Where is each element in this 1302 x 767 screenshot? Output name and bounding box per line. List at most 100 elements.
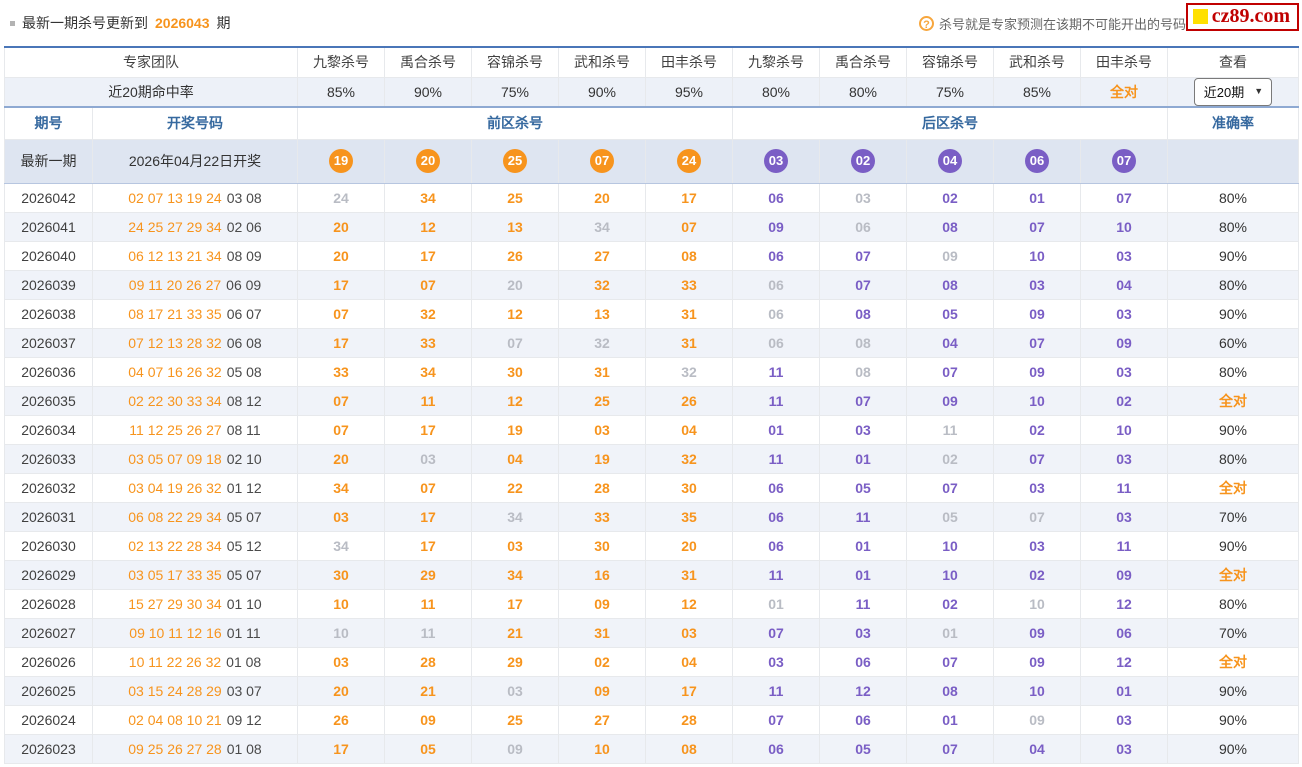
back-kill-number: 02 <box>993 414 1081 445</box>
front-kill-number: 17 <box>297 269 385 300</box>
hit-rate-row: 近20期命中率 85% 90% 75% 90% 95% 80% 80% 75% 85% 全对 近2… <box>4 76 1299 108</box>
back-kill-number: 01 <box>906 617 994 648</box>
draw-front-numbers: 06 12 13 21 34 <box>128 247 222 264</box>
draw-front-numbers: 09 25 26 27 28 <box>128 740 222 757</box>
back-kill-number: 03 <box>1080 704 1168 735</box>
back-kill-number: 09 <box>1080 327 1168 358</box>
period-number: 2026038 <box>4 298 93 329</box>
topbar: 最新一期杀号更新到 2026043 期 ? 杀号就是专家预测在该期不可能开出的号码 … <box>0 0 1302 46</box>
hit-rate-value: 全对 <box>1080 76 1168 108</box>
accuracy-value: 全对 <box>1167 646 1299 677</box>
back-kill-number: 08 <box>819 298 907 329</box>
front-kill-number: 10 <box>297 617 385 648</box>
back-kill-number: 10 <box>993 675 1081 706</box>
site-logo[interactable]: cz89.com <box>1185 3 1299 31</box>
accuracy-value: 70% <box>1167 501 1299 532</box>
draw-back-numbers: 06 08 <box>226 334 262 351</box>
back-kill-number: 03 <box>1080 733 1168 764</box>
front-kill-number: 29 <box>471 646 559 677</box>
period-number: 2026033 <box>4 443 93 474</box>
front-kill-number: 17 <box>384 240 472 271</box>
draw-back-numbers: 05 07 <box>226 566 262 583</box>
latest-back-cell: 02 <box>819 138 907 184</box>
front-kill-number: 11 <box>384 588 472 619</box>
front-kill-number: 17 <box>645 675 733 706</box>
latest-label: 最新一期 <box>4 138 93 184</box>
front-kill-number: 03 <box>297 646 385 677</box>
back-kill-number: 06 <box>732 327 820 358</box>
range-select[interactable]: 近20期 ▼ <box>1193 78 1273 106</box>
back-kill-number: 08 <box>906 269 994 300</box>
draw-numbers: 09 10 11 12 16 01 11 <box>92 617 298 648</box>
back-kill-number: 11 <box>732 559 820 590</box>
latest-back-cell: 06 <box>993 138 1081 184</box>
table-row: 2026034 11 12 25 26 27 08 11 07 17 19 03 04 01 03… <box>4 414 1299 445</box>
draw-front-numbers: 03 05 17 33 35 <box>128 566 222 583</box>
accuracy-value: 80% <box>1167 588 1299 619</box>
accuracy-value: 80% <box>1167 269 1299 300</box>
back-kill-number: 08 <box>819 356 907 387</box>
back-kill-number: 06 <box>732 269 820 300</box>
front-kill-number: 32 <box>558 327 646 358</box>
expert-name-header: 九黎杀号 <box>732 46 820 78</box>
back-kill-number: 09 <box>1080 559 1168 590</box>
accuracy-column-header: 准确率 <box>1167 106 1299 140</box>
front-kill-number: 10 <box>558 733 646 764</box>
logo-square-icon <box>1192 9 1208 24</box>
front-kill-number: 17 <box>297 327 385 358</box>
front-kill-number: 31 <box>558 356 646 387</box>
period-number: 2026023 <box>4 733 93 764</box>
draw-numbers: 08 17 21 33 35 06 07 <box>92 298 298 329</box>
draw-column-header: 开奖号码 <box>92 106 298 140</box>
accuracy-value: 90% <box>1167 240 1299 271</box>
front-ball: 25 <box>503 149 527 173</box>
front-kill-number: 34 <box>471 501 559 532</box>
draw-numbers: 10 11 22 26 32 01 08 <box>92 646 298 677</box>
back-kill-number: 02 <box>906 588 994 619</box>
draw-numbers: 02 22 30 33 34 08 12 <box>92 385 298 416</box>
table-row: 2026039 09 11 20 26 27 06 09 17 07 20 32 33 06 07… <box>4 269 1299 300</box>
front-kill-number: 16 <box>558 559 646 590</box>
hit-rate-value: 80% <box>819 76 907 108</box>
front-kill-number: 21 <box>384 675 472 706</box>
back-kill-number: 04 <box>1080 269 1168 300</box>
back-kill-number: 01 <box>732 414 820 445</box>
front-kill-number: 13 <box>471 211 559 242</box>
accuracy-value: 全对 <box>1167 559 1299 590</box>
front-kill-number: 27 <box>558 704 646 735</box>
period-number: 2026036 <box>4 356 93 387</box>
table-row: 2026035 02 22 30 33 34 08 12 07 11 12 25 26 11 07… <box>4 385 1299 416</box>
back-kill-number: 09 <box>993 646 1081 677</box>
draw-back-numbers: 08 12 <box>226 392 262 409</box>
front-kill-number: 07 <box>471 327 559 358</box>
back-ball: 04 <box>938 149 962 173</box>
front-kill-number: 03 <box>297 501 385 532</box>
expert-name-header: 武和杀号 <box>558 46 646 78</box>
back-kill-number: 09 <box>906 240 994 271</box>
draw-back-numbers: 01 12 <box>226 479 262 496</box>
front-kill-number: 29 <box>384 559 472 590</box>
expert-name-header: 九黎杀号 <box>297 46 385 78</box>
draw-numbers: 03 15 24 28 29 03 07 <box>92 675 298 706</box>
draw-back-numbers: 02 06 <box>226 218 262 235</box>
range-select-cell: 近20期 ▼ <box>1167 76 1299 108</box>
back-kill-number: 12 <box>1080 588 1168 619</box>
back-kill-number: 01 <box>993 182 1081 213</box>
back-kill-number: 11 <box>732 385 820 416</box>
front-kill-number: 34 <box>471 559 559 590</box>
accuracy-value: 90% <box>1167 733 1299 764</box>
back-kill-number: 03 <box>1080 298 1168 329</box>
front-kill-number: 21 <box>471 617 559 648</box>
front-kill-number: 17 <box>645 182 733 213</box>
front-kill-number: 33 <box>645 269 733 300</box>
back-kill-number: 03 <box>993 472 1081 503</box>
back-kill-number: 03 <box>732 646 820 677</box>
table-row: 2026032 03 04 19 26 32 01 12 34 07 22 28 30 06 05… <box>4 472 1299 503</box>
hit-rate-value: 85% <box>993 76 1081 108</box>
table-row: 2026033 03 05 07 09 18 02 10 20 03 04 19 32 11 01… <box>4 443 1299 474</box>
back-kill-number: 10 <box>906 559 994 590</box>
back-ball: 03 <box>764 149 788 173</box>
front-kill-number: 22 <box>471 472 559 503</box>
front-kill-number: 20 <box>645 530 733 561</box>
front-kill-number: 32 <box>645 443 733 474</box>
